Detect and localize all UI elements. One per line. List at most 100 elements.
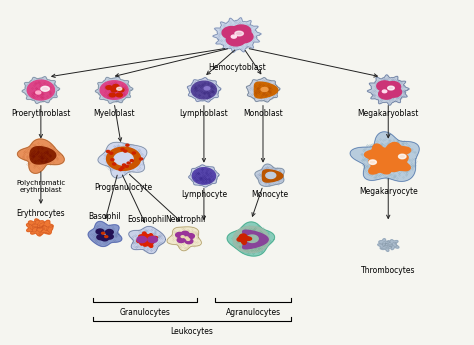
Polygon shape [125,165,128,167]
Polygon shape [381,84,396,95]
Polygon shape [383,90,387,93]
Polygon shape [137,236,146,243]
Polygon shape [129,226,165,254]
Text: Progranulocyte: Progranulocyte [94,183,153,192]
Polygon shape [144,240,154,247]
Polygon shape [232,25,251,37]
Text: Neutrophil: Neutrophil [165,215,205,225]
Polygon shape [386,87,401,97]
Polygon shape [227,222,274,256]
Text: Agranulocytes: Agranulocytes [226,308,281,317]
Polygon shape [367,75,409,105]
Polygon shape [204,87,210,90]
Polygon shape [41,225,53,234]
Polygon shape [97,235,105,240]
Polygon shape [101,236,109,241]
Polygon shape [96,229,104,234]
Polygon shape [142,236,154,244]
Polygon shape [187,234,194,239]
Polygon shape [27,224,37,232]
Polygon shape [365,144,392,164]
Polygon shape [389,240,398,247]
Polygon shape [88,221,122,246]
Polygon shape [263,170,283,182]
Polygon shape [137,237,148,245]
Polygon shape [382,244,392,252]
Polygon shape [106,86,112,89]
Text: Thrombocytes: Thrombocytes [361,266,416,275]
Polygon shape [379,89,394,99]
Polygon shape [213,18,261,52]
Text: Granulocytes: Granulocytes [119,308,170,317]
Polygon shape [132,152,136,154]
Polygon shape [146,234,157,242]
Polygon shape [255,82,278,98]
Polygon shape [243,230,268,249]
Text: Polychromatic
erythroblast: Polychromatic erythroblast [16,180,65,193]
Polygon shape [28,220,40,229]
Polygon shape [237,234,252,244]
Polygon shape [187,78,221,102]
Polygon shape [181,231,189,236]
Polygon shape [192,168,216,184]
Text: Leukocytes: Leukocytes [171,327,214,336]
Polygon shape [388,86,394,90]
Polygon shape [167,227,201,251]
Text: Monocyte: Monocyte [252,190,289,199]
Polygon shape [40,220,53,230]
Polygon shape [389,242,399,250]
Polygon shape [377,81,392,91]
Polygon shape [350,132,419,181]
Polygon shape [379,239,389,247]
Text: Megakaryoblast: Megakaryoblast [357,109,419,118]
Polygon shape [95,77,133,104]
Polygon shape [191,81,217,99]
Polygon shape [112,163,116,165]
Polygon shape [31,227,43,236]
Polygon shape [383,241,392,248]
Text: Erythrocytes: Erythrocytes [17,209,65,218]
Polygon shape [378,241,388,249]
Polygon shape [101,232,105,234]
Polygon shape [266,172,276,178]
Polygon shape [374,149,402,168]
Text: Megakaryocyte: Megakaryocyte [359,187,418,196]
Polygon shape [130,160,133,161]
Polygon shape [117,87,122,90]
Polygon shape [41,86,49,91]
Polygon shape [227,33,246,46]
Polygon shape [98,142,147,178]
Polygon shape [36,226,49,235]
Polygon shape [105,234,113,239]
Polygon shape [228,29,246,41]
Polygon shape [121,148,124,150]
Polygon shape [187,239,190,240]
Polygon shape [32,219,44,228]
Polygon shape [30,147,56,164]
Polygon shape [386,155,410,171]
Polygon shape [109,152,113,154]
Polygon shape [189,165,219,187]
Polygon shape [100,81,128,99]
Polygon shape [111,88,117,92]
Polygon shape [222,27,241,39]
Polygon shape [119,169,122,170]
Polygon shape [246,78,280,102]
Polygon shape [185,237,188,239]
Polygon shape [107,147,141,170]
Text: Lymphoblast: Lymphoblast [180,109,228,118]
Polygon shape [107,150,109,152]
Polygon shape [255,164,284,186]
Polygon shape [105,236,108,237]
Polygon shape [36,91,41,94]
Polygon shape [124,150,127,152]
Polygon shape [181,236,184,238]
Text: Hemocytoblast: Hemocytoblast [208,62,266,71]
Polygon shape [176,233,183,237]
Text: Monoblast: Monoblast [243,109,283,118]
Polygon shape [246,235,258,243]
Polygon shape [369,160,376,165]
Polygon shape [126,144,129,146]
Polygon shape [105,229,113,235]
Polygon shape [113,85,119,88]
